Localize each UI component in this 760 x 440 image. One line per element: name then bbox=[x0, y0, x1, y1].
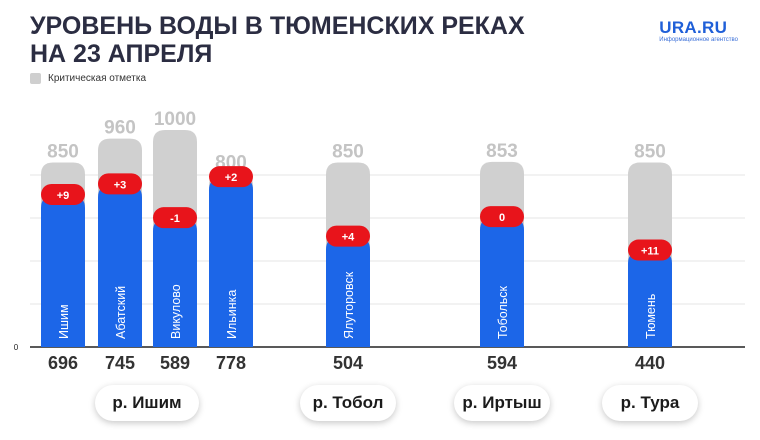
level-bar bbox=[41, 195, 85, 347]
change-badge bbox=[98, 173, 142, 195]
change-badge-label: +3 bbox=[114, 179, 127, 191]
level-bar bbox=[326, 237, 370, 347]
critical-value-label: 850 bbox=[47, 142, 79, 163]
change-badge bbox=[628, 239, 672, 261]
critical-value-label: 853 bbox=[486, 141, 518, 162]
level-value-label: 589 bbox=[160, 353, 190, 373]
critical-value-label: 850 bbox=[332, 142, 364, 163]
legend-label: Критическая отметка bbox=[48, 73, 147, 84]
change-badge-label: +9 bbox=[57, 190, 70, 202]
title-line-2: НА 23 АПРЕЛЯ bbox=[30, 40, 213, 68]
change-badge-label: +11 bbox=[641, 246, 659, 258]
critical-value-label: 960 bbox=[104, 118, 136, 139]
level-value-label: 696 bbox=[48, 353, 78, 373]
y-tick-label: 0 bbox=[14, 343, 19, 352]
legend: Критическая отметка bbox=[30, 73, 146, 84]
logo-subtitle: Информационное агентство bbox=[659, 37, 738, 43]
change-badge bbox=[41, 183, 85, 205]
level-bar bbox=[628, 251, 672, 347]
river-group-label: р. Ишим bbox=[95, 385, 199, 421]
critical-value-label: 850 bbox=[634, 142, 666, 163]
level-value-label: 440 bbox=[635, 353, 665, 373]
level-value-label: 778 bbox=[216, 353, 246, 373]
change-badge bbox=[209, 166, 253, 188]
change-badge-label: -1 bbox=[170, 213, 180, 225]
change-badge-label: +4 bbox=[342, 232, 355, 244]
change-badge-label: +2 bbox=[225, 172, 238, 184]
level-bar bbox=[209, 178, 253, 347]
station-label: Тобольск bbox=[496, 285, 510, 339]
level-value-label: 504 bbox=[333, 353, 363, 373]
river-group-label: р. Иртыш bbox=[454, 385, 550, 421]
level-value-label: 594 bbox=[487, 353, 517, 373]
ura-logo: URA.RU Информационное агентство bbox=[659, 18, 738, 43]
chart-title: УРОВЕНЬ ВОДЫ В ТЮМЕНСКИХ РЕКАХ НА 23 АПР… bbox=[30, 12, 590, 68]
change-badge-label: 0 bbox=[499, 212, 505, 224]
station-label: Абатский bbox=[114, 286, 128, 339]
legend-swatch-critical bbox=[30, 73, 41, 84]
station-label: Ишим bbox=[57, 304, 71, 339]
title-line-1: УРОВЕНЬ ВОДЫ В ТЮМЕНСКИХ РЕКАХ bbox=[30, 12, 525, 40]
river-group-label: р. Тобол bbox=[300, 385, 396, 421]
station-label: Ильинка bbox=[225, 290, 239, 339]
station-label: Викулово bbox=[169, 284, 183, 339]
level-bar bbox=[153, 219, 197, 347]
logo-text: URA.RU bbox=[659, 18, 728, 37]
level-value-label: 745 bbox=[105, 353, 135, 373]
critical-value-label: 1000 bbox=[154, 109, 196, 130]
station-label: Ялуторовск bbox=[342, 271, 356, 339]
change-badge bbox=[326, 225, 370, 247]
change-badge bbox=[153, 207, 197, 229]
change-badge bbox=[480, 206, 524, 228]
river-group-label: р. Тура bbox=[602, 385, 698, 421]
station-label: Тюмень bbox=[644, 294, 658, 339]
level-bar bbox=[480, 218, 524, 347]
level-bar bbox=[98, 185, 142, 347]
